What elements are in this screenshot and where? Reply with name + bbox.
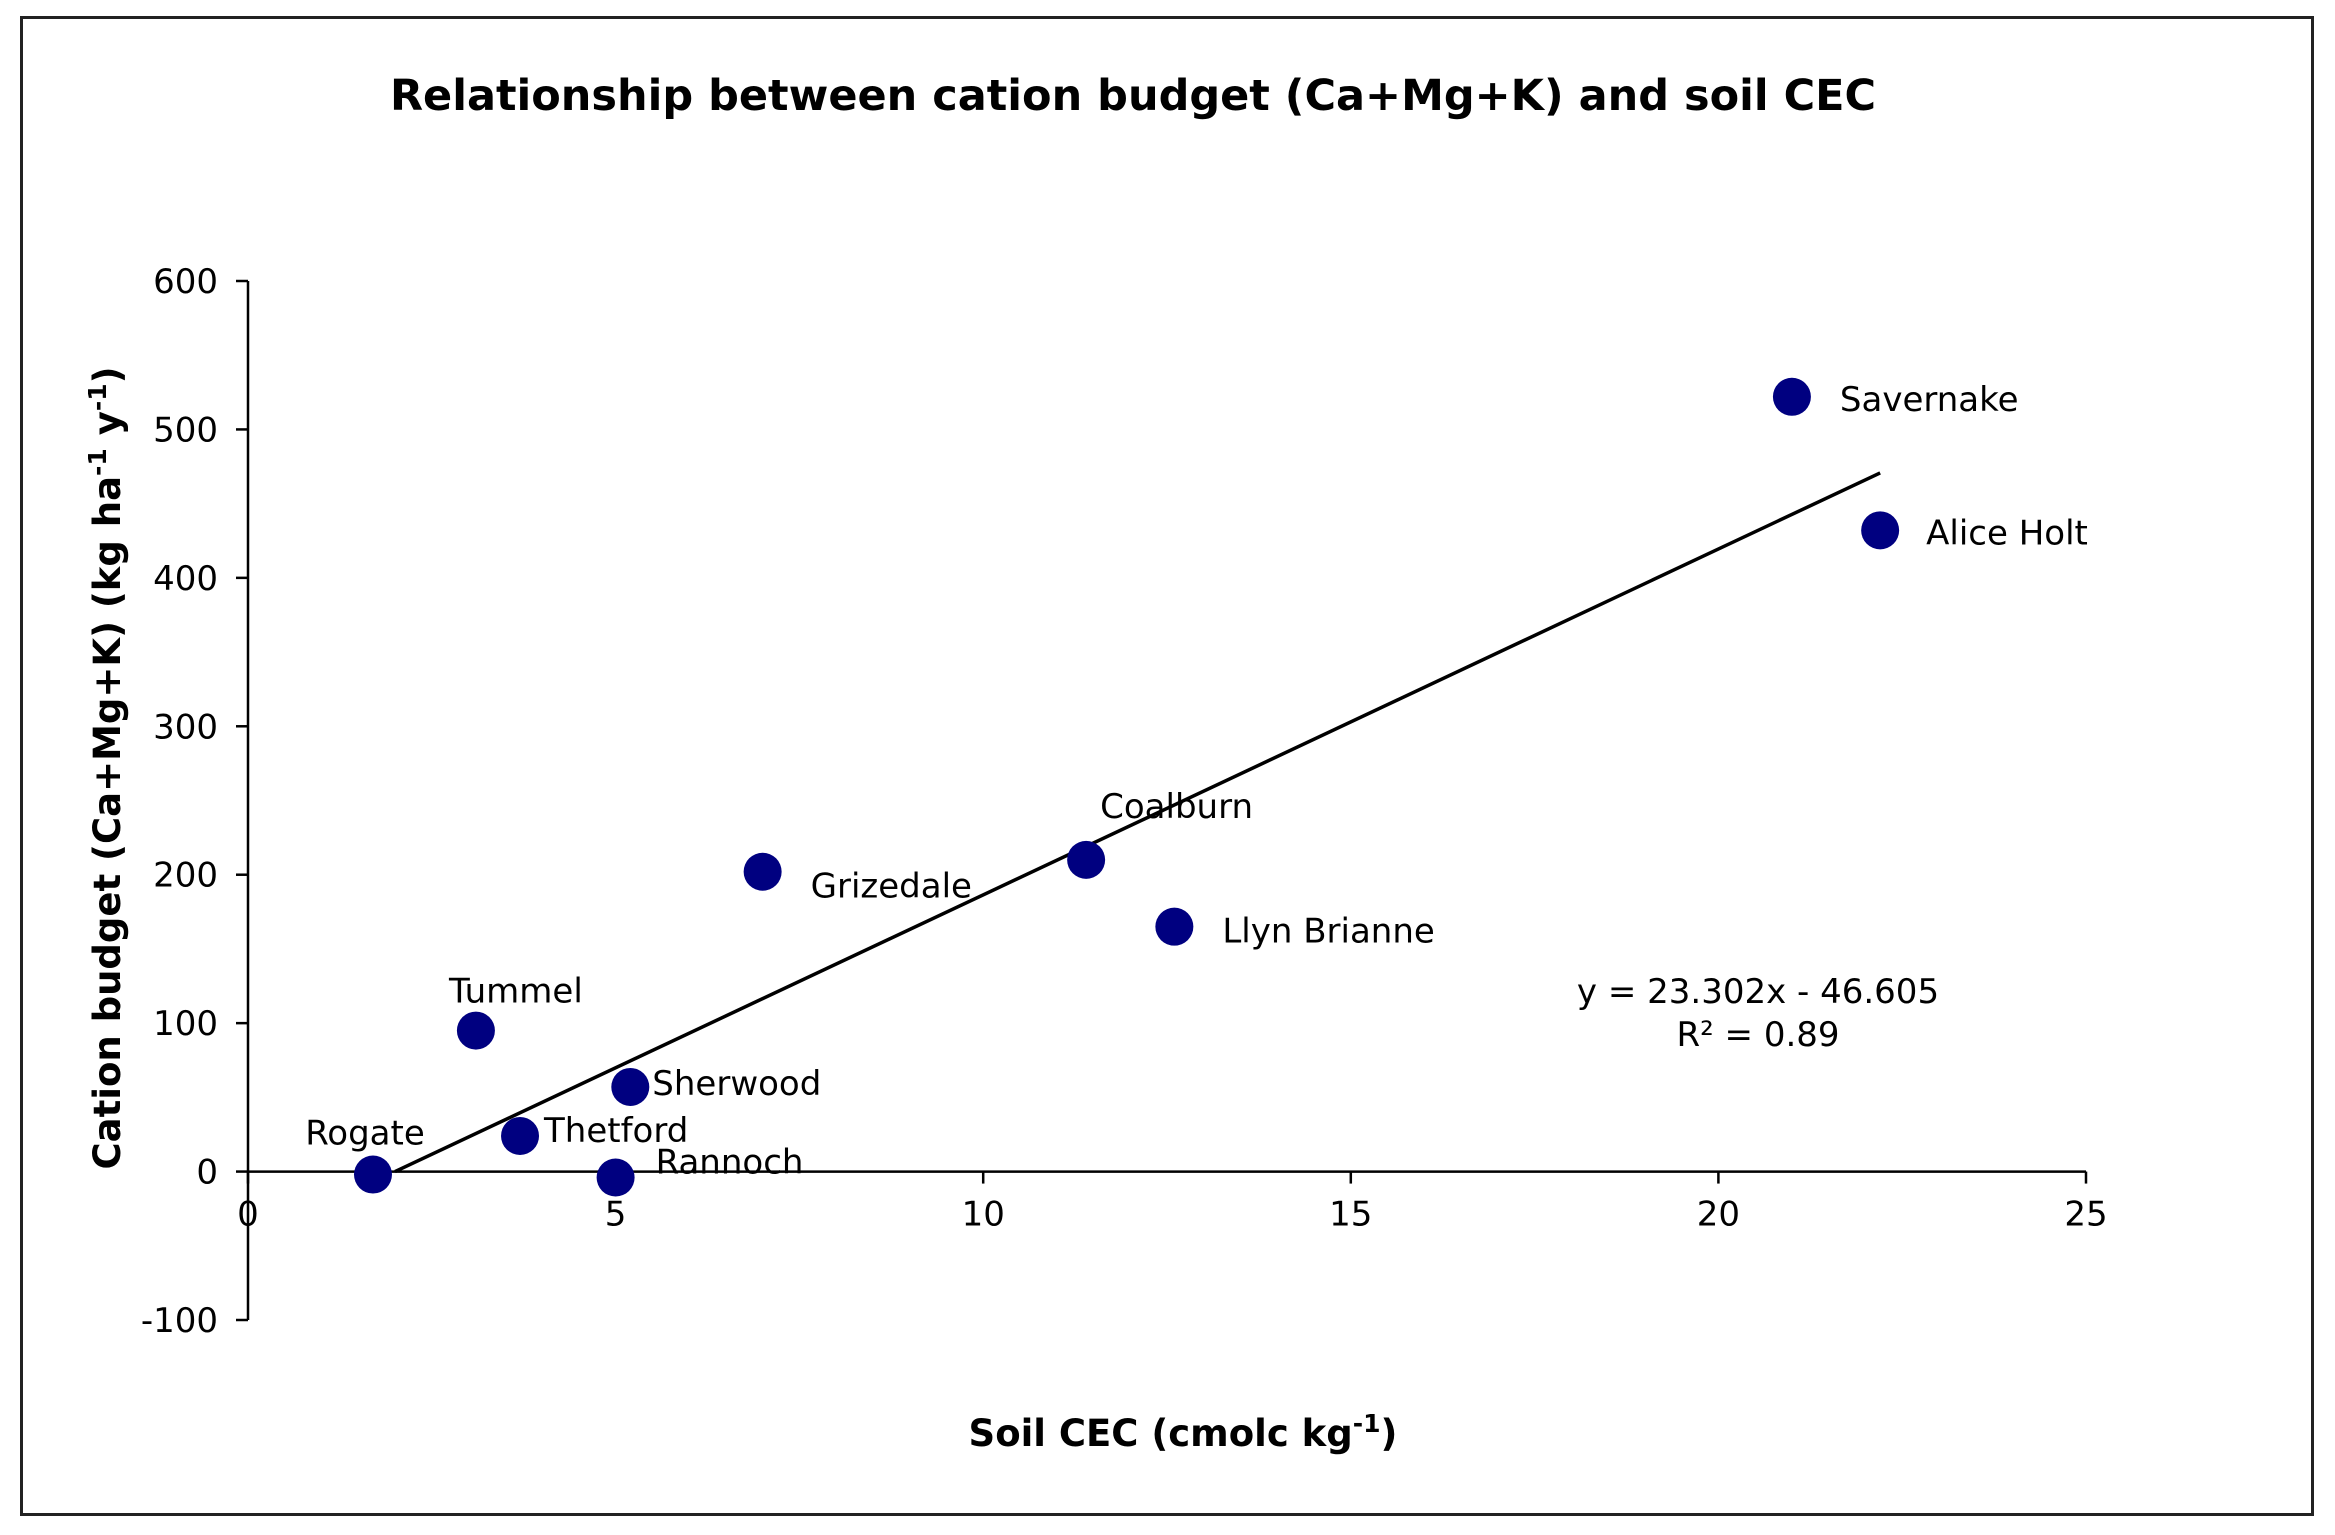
- y-axis-title: Cation budget (Ca+Mg+K) (kg ha-1 y-1): [83, 366, 129, 1169]
- data-point: [1861, 511, 1900, 550]
- trendline-equation: y = 23.302x - 46.605: [1577, 972, 1939, 1012]
- x-axis-title-sup: -1: [1353, 1409, 1381, 1438]
- y-axis-title-end: ): [86, 366, 129, 383]
- y-axis-title-sup1: -1: [83, 448, 112, 476]
- data-point: [611, 1067, 650, 1106]
- x-tick-label: 20: [1697, 1195, 1740, 1235]
- y-tick-label: 200: [153, 856, 218, 896]
- y-tick-label: 0: [196, 1153, 218, 1193]
- point-label: Rannoch: [656, 1143, 804, 1183]
- x-axis-title-end: ): [1381, 1412, 1398, 1455]
- x-tick-label: 15: [1329, 1195, 1372, 1235]
- point-label: Tummel: [448, 972, 583, 1012]
- data-points: Savernake Alice Holt Coalburn Grizedale Llyn…: [305, 377, 2088, 1197]
- data-point: [501, 1116, 540, 1155]
- x-tick-label: 25: [2064, 1195, 2107, 1235]
- data-point: [743, 852, 782, 891]
- trendline-group: [394, 471, 1881, 1174]
- r-squared-label: R² = 0.89: [1676, 1015, 1839, 1055]
- point-label: Rogate: [305, 1114, 425, 1154]
- y-tick-label: 100: [153, 1004, 218, 1044]
- y-tick-label: 300: [153, 707, 218, 747]
- point-label: Sherwood: [652, 1064, 821, 1104]
- y-tick-label: -100: [141, 1301, 218, 1341]
- x-tick-label: 5: [605, 1195, 627, 1235]
- y-tick-label: 500: [153, 410, 218, 450]
- data-point: [1067, 840, 1106, 879]
- point-label: Grizedale: [811, 867, 972, 907]
- x-tick-label: 0: [237, 1195, 259, 1235]
- data-point: [596, 1158, 635, 1197]
- ticks: -100 0 100 200 300 400 500 600 0 5 10 15 20 25: [141, 262, 2108, 1341]
- point-label: Savernake: [1840, 380, 2019, 420]
- data-point: [456, 1011, 495, 1050]
- x-tick-label: 10: [962, 1195, 1005, 1235]
- y-tick-label: 400: [153, 559, 218, 599]
- y-axis-title-main: Cation budget (Ca+Mg+K) (kg ha: [86, 476, 129, 1170]
- axes: [246, 281, 2086, 1320]
- point-label: Alice Holt: [1926, 513, 2088, 553]
- point-label: Thetford: [543, 1111, 688, 1151]
- y-tick-label: 600: [153, 262, 218, 302]
- trendline: [394, 471, 1881, 1174]
- x-axis-title: Soil CEC (cmolc kg-1): [969, 1409, 1398, 1455]
- point-label: Llyn Brianne: [1222, 912, 1434, 952]
- x-axis-title-main: Soil CEC (cmolc kg: [969, 1412, 1353, 1455]
- y-axis-title-sup2: -1: [83, 383, 112, 411]
- y-axis-title-mid: y: [86, 411, 129, 448]
- data-point: [353, 1155, 392, 1194]
- chart-title: Relationship between cation budget (Ca+M…: [390, 71, 1876, 121]
- chart-frame: [20, 16, 2314, 1516]
- data-point: [1772, 377, 1811, 416]
- point-label: Coalburn: [1100, 787, 1253, 827]
- data-point: [1155, 907, 1194, 946]
